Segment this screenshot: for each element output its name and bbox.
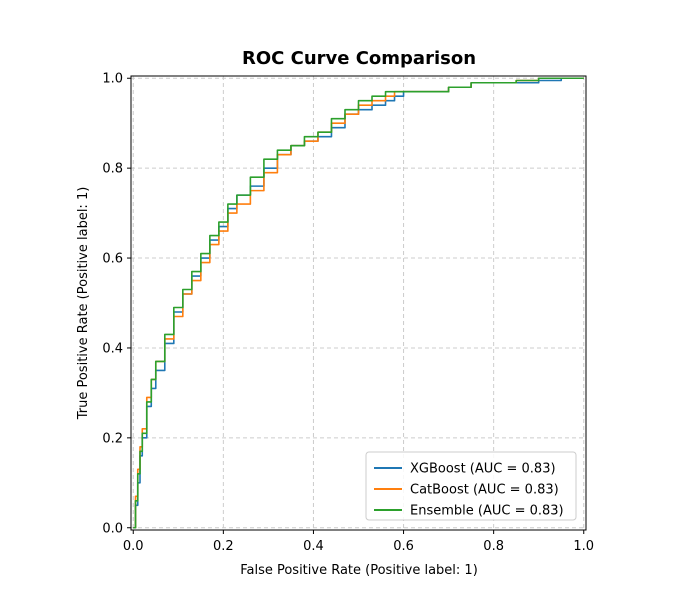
y-tick-label: 0.0 bbox=[102, 521, 123, 536]
y-tick-label: 0.6 bbox=[102, 252, 123, 267]
plot-frame bbox=[130, 75, 587, 531]
x-tick-label: 0.8 bbox=[483, 539, 504, 554]
chart-title: ROC Curve Comparison bbox=[242, 48, 476, 69]
legend-label-0: XGBoost (AUC = 0.83) bbox=[410, 462, 556, 477]
x-tick-label: 0.4 bbox=[303, 539, 324, 554]
x-tick-label: 0.6 bbox=[393, 539, 414, 554]
legend-box bbox=[365, 451, 577, 521]
legend: XGBoost (AUC = 0.83) CatBoost (AUC = 0.83… bbox=[365, 451, 577, 521]
legend-label-2: Ensemble (AUC = 0.83) bbox=[410, 504, 564, 519]
y-axis-label: True Positive Rate (Positive label: 1) bbox=[76, 187, 91, 421]
x-tick-label: 0.2 bbox=[213, 539, 234, 554]
series-lines bbox=[133, 77, 584, 529]
x-tick-label: 1.0 bbox=[573, 539, 594, 554]
legend-label-1: CatBoost (AUC = 0.83) bbox=[410, 483, 559, 498]
y-tick-label: 0.4 bbox=[102, 341, 123, 356]
y-tick-label: 0.8 bbox=[102, 162, 123, 177]
y-tick-label: 1.0 bbox=[102, 72, 123, 87]
axis-ticks: 0.0 0.2 0.4 0.6 0.8 1.0 0.0 0.2 0.4 0.6 0.8 1.0 bbox=[102, 72, 594, 554]
x-tick-label: 0.0 bbox=[123, 539, 144, 554]
x-axis-label: False Positive Rate (Positive label: 1) bbox=[240, 563, 478, 578]
y-tick-label: 0.2 bbox=[102, 431, 123, 446]
series-line-2 bbox=[133, 77, 584, 529]
